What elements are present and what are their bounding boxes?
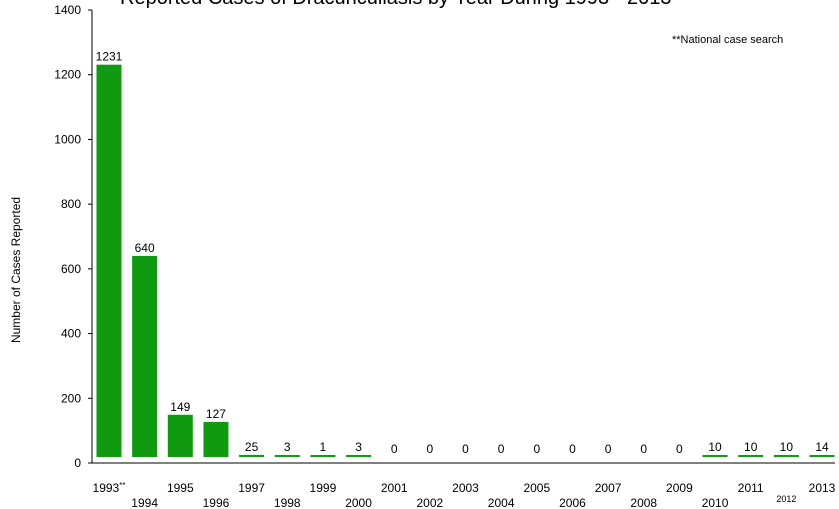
x-tick-label: 2013	[809, 481, 836, 495]
bar-1995	[167, 414, 193, 457]
value-label: 0	[427, 442, 434, 456]
x-tick-label: 1994	[131, 496, 158, 509]
bar-2011	[738, 455, 764, 457]
x-tick-label: 1995	[167, 481, 194, 495]
value-label: 1231	[96, 50, 123, 64]
x-tick-label: 2000	[345, 496, 372, 509]
x-tick-label: 1997	[238, 481, 265, 495]
bar-1993	[96, 64, 122, 458]
bar-1994	[132, 255, 158, 457]
bar-2013	[809, 455, 835, 457]
value-label: 640	[135, 241, 155, 255]
y-tick-label: 1000	[54, 132, 81, 146]
x-tick-label: 2012	[776, 494, 796, 504]
bar-1998	[274, 455, 300, 457]
bars	[96, 64, 835, 458]
bar-2012	[773, 455, 799, 457]
x-tick-label: 1999	[310, 481, 337, 495]
value-label: 25	[245, 440, 259, 454]
value-label: 0	[462, 442, 469, 456]
value-labels: 1231 640 149 127 25 3 1 3 0 0 0 0 0 0 0 0 0 10 10 10 14	[96, 50, 829, 456]
value-label: 0	[391, 442, 398, 456]
value-label: 0	[533, 442, 540, 456]
y-tick-label: 1400	[54, 3, 81, 17]
value-label: 0	[676, 442, 683, 456]
value-label: 0	[498, 442, 505, 456]
value-label: 1	[320, 440, 327, 454]
y-tick-label: 1200	[54, 68, 81, 82]
value-label: 10	[744, 440, 758, 454]
bar-1997	[239, 454, 265, 457]
x-tick-label: 2005	[523, 481, 550, 495]
value-label: 3	[355, 440, 362, 454]
x-tick-label: 2003	[452, 481, 479, 495]
x-tick-label: 2004	[488, 496, 515, 509]
bar-2010	[702, 455, 728, 457]
x-tick-label: 2007	[595, 481, 622, 495]
x-tick-label: 2011	[738, 481, 764, 495]
value-label: 149	[170, 400, 190, 414]
y-tick-label: 200	[61, 391, 81, 405]
bar-2000	[346, 455, 372, 457]
footnote-mark: **	[119, 481, 125, 490]
x-tick-label: 2006	[559, 496, 586, 509]
value-label: 10	[780, 440, 794, 454]
value-label: 0	[640, 442, 647, 456]
bar-1996	[203, 421, 229, 457]
y-tick-label: 400	[61, 327, 81, 341]
y-axis: 0 200 400 600 800 1000 1200 1400	[54, 3, 93, 470]
y-tick-label: 0	[74, 456, 81, 470]
y-tick-label: 800	[61, 197, 81, 211]
chart-annotation: **National case search	[672, 34, 783, 46]
x-tick-labels: 1993** 1994 1995 1996 1997 1998 1999 2000 2001 20…	[93, 481, 836, 509]
y-axis-label: Number of Cases Reported	[9, 197, 23, 343]
x-tick-label: 2001	[381, 481, 408, 495]
x-tick-label: 2002	[416, 496, 443, 509]
value-label: 14	[815, 440, 829, 454]
x-tick-label: 2009	[666, 481, 693, 495]
value-label: 10	[708, 440, 722, 454]
value-label: 127	[206, 407, 226, 421]
chart-title: Reported Cases of Dracunculiasis by Year…	[120, 0, 671, 9]
x-tick-label: 1996	[203, 496, 230, 509]
bar-1999	[310, 455, 336, 457]
y-tick-label: 600	[61, 262, 81, 276]
value-label: 0	[569, 442, 576, 456]
value-label: 3	[284, 440, 291, 454]
value-label: 0	[605, 442, 612, 456]
x-tick-label: 1998	[274, 496, 301, 509]
x-tick-label: 2010	[702, 496, 729, 509]
x-tick-label: 2008	[630, 496, 657, 509]
x-tick-label: 1993**	[93, 481, 126, 495]
